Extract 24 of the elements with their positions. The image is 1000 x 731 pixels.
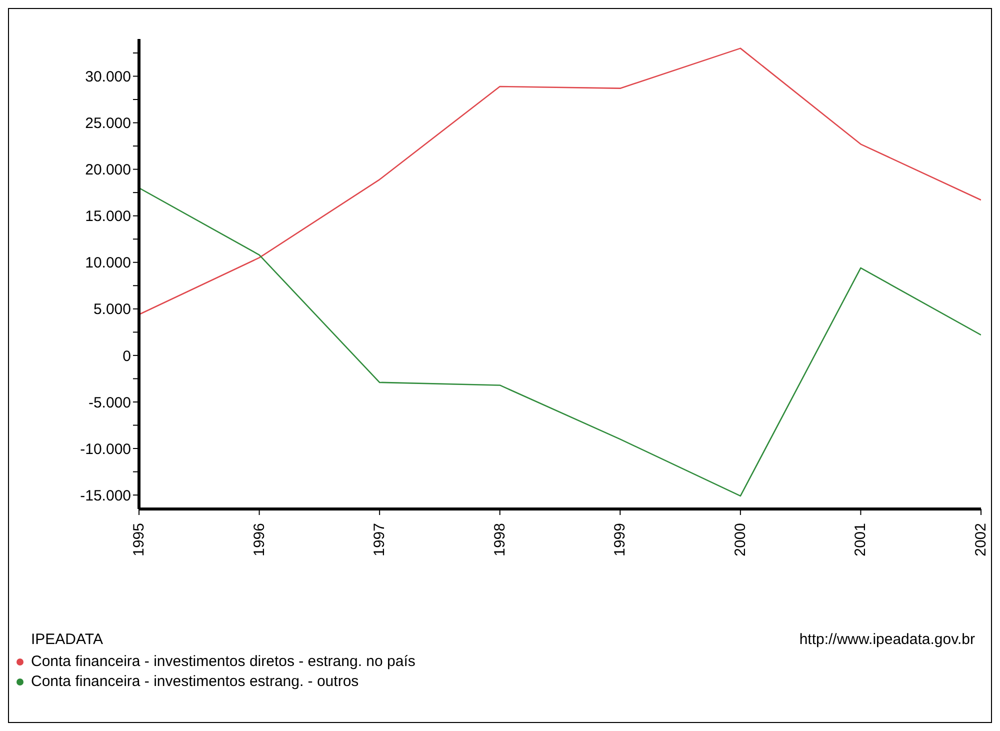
y-tick-label: 10.000 <box>85 254 131 272</box>
x-tick-label: 1997 <box>371 523 388 556</box>
x-tick-label: 2000 <box>732 523 749 556</box>
y-tick-label: -15.000 <box>80 487 131 504</box>
line-series <box>139 48 981 316</box>
y-tick-label: -10.000 <box>80 440 131 458</box>
x-tick-label: 1998 <box>491 523 508 556</box>
text: IPEADATA <box>31 631 103 648</box>
text: http://www.ipeadata.gov.br <box>799 631 975 648</box>
y-tick-label: 5.000 <box>93 301 131 318</box>
legend-label: Conta financeira - investimentos diretos - estrang. no país <box>31 652 416 672</box>
x-tick-label: 1995 <box>130 523 148 556</box>
x-tick-label: 2002 <box>972 523 990 556</box>
y-tick-label: 0 <box>122 348 131 365</box>
line-series <box>139 187 981 497</box>
y-tick-label: 30.000 <box>85 68 131 86</box>
x-tick-label: 1996 <box>250 523 268 556</box>
x-tick-label: 2001 <box>852 523 870 556</box>
y-tick-label: 15.000 <box>85 208 131 226</box>
y-tick-label: -5.000 <box>88 394 131 412</box>
y-tick-label: 25.000 <box>85 115 131 132</box>
x-tick-label: 1999 <box>612 523 629 556</box>
y-tick-label: 20.000 <box>85 162 131 179</box>
legend-label: Conta financeira - investimentos estrang. - outros <box>31 672 359 692</box>
